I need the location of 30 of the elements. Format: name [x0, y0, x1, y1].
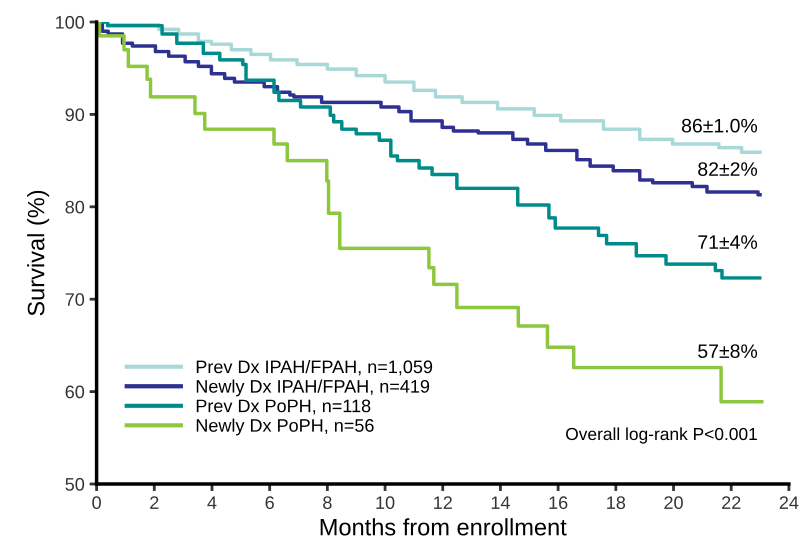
x-tick-label: 20: [664, 496, 683, 510]
y-tick-label: 60: [66, 386, 84, 398]
x-tick-label: 14: [492, 496, 510, 509]
x-tick-label: 16: [549, 496, 568, 510]
legend-label: Prev Dx PoPH, n=118: [196, 400, 370, 414]
x-tick-label: 18: [607, 496, 626, 510]
legend-label: Newly Dx IPAH/FPAH, n=419: [196, 380, 430, 396]
x-tick-label: 0: [92, 496, 101, 510]
y-tick-label: 70: [66, 293, 84, 306]
x-tick-label: 10: [376, 496, 394, 510]
x-tick-label: 6: [266, 496, 274, 510]
y-axis-title: Survival (%): [27, 190, 50, 316]
y-tick-label: 90: [66, 108, 84, 122]
annotation: 71±4%: [698, 235, 758, 249]
y-tick-label: 50: [65, 478, 84, 491]
y-tick-label: 100: [56, 16, 84, 29]
x-tick-label: 12: [434, 496, 452, 509]
annotation: Overall log-rank P<0.001: [566, 427, 757, 444]
y-tick-label: 80: [66, 200, 84, 214]
x-tick-label: 2: [150, 496, 158, 509]
x-tick-label: 22: [722, 496, 740, 509]
x-tick-label: 8: [323, 496, 332, 510]
x-axis-title: Months from enrollment: [320, 518, 567, 536]
annotation: 57±8%: [698, 344, 758, 358]
x-tick-label: 24: [780, 496, 798, 509]
x-tick-label: 4: [207, 496, 216, 509]
annotation: 82±2%: [698, 162, 758, 176]
annotation: 86±1.0%: [682, 118, 758, 133]
legend-label: Newly Dx PoPH, n=56: [196, 418, 374, 436]
legend-label: Prev Dx IPAH/FPAH, n=1,059: [196, 360, 432, 376]
